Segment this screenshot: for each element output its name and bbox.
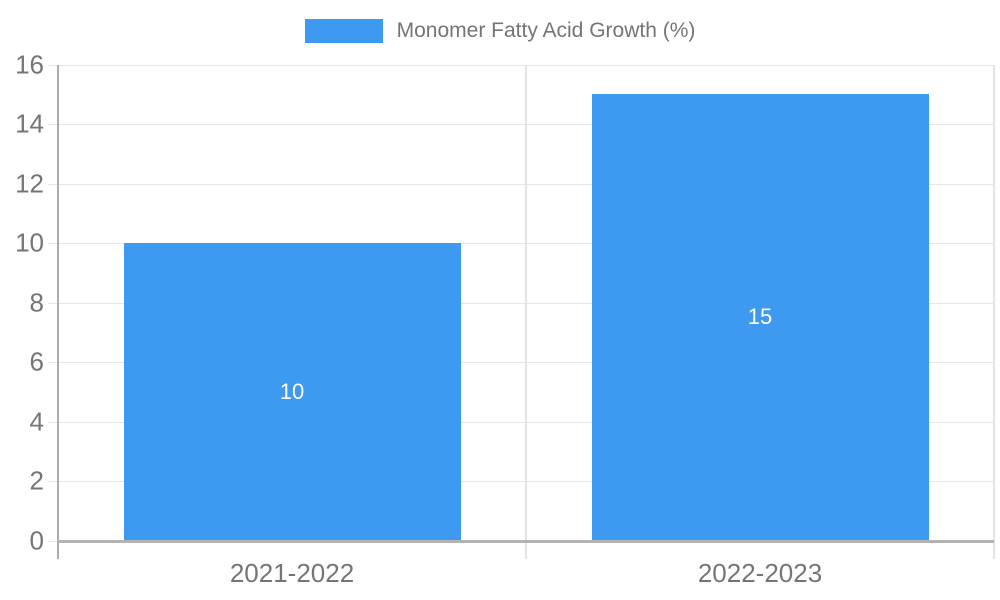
legend[interactable]: Monomer Fatty Acid Growth (%) xyxy=(0,17,1000,45)
gridline-horizontal xyxy=(48,421,994,423)
gridline-horizontal xyxy=(48,64,994,66)
y-axis-tick-label: 14 xyxy=(15,108,44,139)
gridline-vertical xyxy=(525,64,527,559)
gridline-horizontal xyxy=(48,481,994,482)
bar-value-label: 10 xyxy=(279,378,305,404)
x-axis-tick-label: 2022-2023 xyxy=(697,558,823,588)
y-axis-tick-label: 12 xyxy=(15,168,44,198)
bar[interactable] xyxy=(591,94,929,541)
y-axis-tick-label: 2 xyxy=(29,465,44,496)
gridline-horizontal xyxy=(48,362,994,363)
y-axis-tick-label: 0 xyxy=(29,525,44,555)
gridline-horizontal xyxy=(48,124,994,125)
y-axis-tick-label: 10 xyxy=(15,227,44,258)
x-axis-tick-label: 2021-2022 xyxy=(229,558,355,588)
x-axis-line xyxy=(58,539,994,543)
y-axis-tick-label: 16 xyxy=(15,49,44,79)
y-axis-tick-label: 4 xyxy=(29,406,44,436)
y-axis-line xyxy=(57,64,59,559)
y-axis-tick xyxy=(48,540,58,542)
y-axis-tick-label: 8 xyxy=(29,287,44,317)
bar-value-label: 15 xyxy=(747,304,773,330)
gridline-horizontal xyxy=(48,243,994,244)
legend-swatch-icon xyxy=(304,19,383,43)
bar[interactable] xyxy=(123,243,461,541)
legend-label: Monomer Fatty Acid Growth (%) xyxy=(396,19,696,42)
y-axis-tick-label: 6 xyxy=(29,346,44,377)
gridline-horizontal xyxy=(48,302,994,304)
gridline-vertical xyxy=(993,64,995,559)
gridline-horizontal xyxy=(48,183,994,185)
